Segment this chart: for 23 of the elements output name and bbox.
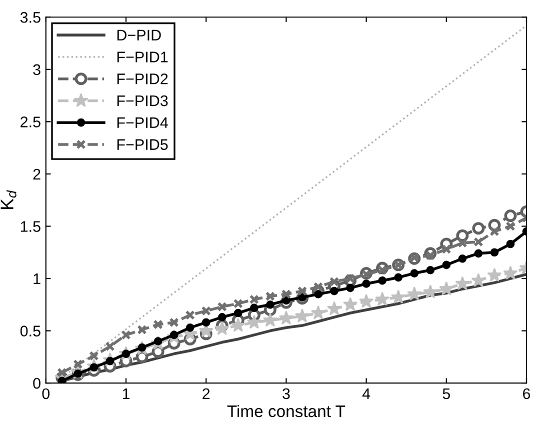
x-tick-label: 5 <box>442 388 450 400</box>
y-tick-label: 0.5 <box>20 326 40 336</box>
legend-label: F−PID4 <box>117 117 168 128</box>
legend-label: F−PID5 <box>117 139 168 150</box>
x-tick-label: 3 <box>282 388 290 400</box>
y-tick-label: 3 <box>33 64 40 76</box>
y-tick-label: 2.5 <box>20 116 40 128</box>
legend-label: F−PID1 <box>117 52 168 62</box>
legend-label: D−PID <box>117 30 161 40</box>
y-tick-label: 2 <box>33 168 40 180</box>
y-axis-title: K$_{d}$ <box>0 190 16 209</box>
x-tick-label: 6 <box>523 388 530 400</box>
y-tick-label: 1.5 <box>20 221 40 232</box>
x-tick-label: 4 <box>362 388 370 399</box>
legend-label: F−PID2 <box>117 74 168 84</box>
y-tick-label: 1 <box>34 274 40 284</box>
x-tick-label: 0 <box>42 388 50 400</box>
legend-label: F−PID3 <box>117 95 168 106</box>
x-axis-title: Time constant T <box>227 404 346 418</box>
y-tick-label: 0 <box>33 378 40 389</box>
x-tick-label: 2 <box>202 388 210 399</box>
y-tick-label: 3.5 <box>20 12 40 23</box>
x-tick-label: 1 <box>122 388 130 399</box>
